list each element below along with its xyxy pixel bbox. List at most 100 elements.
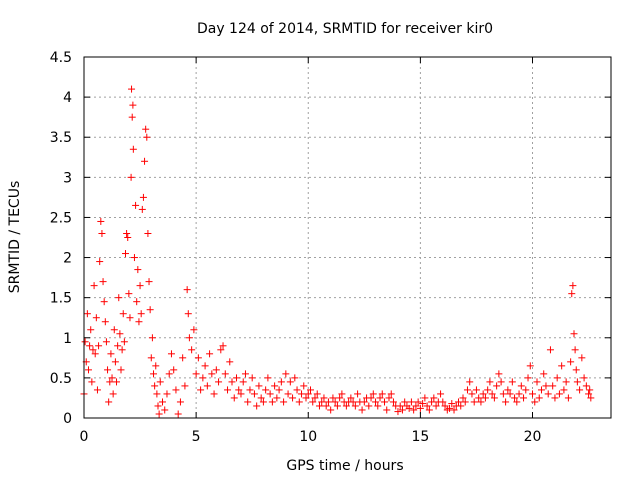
data-point bbox=[461, 398, 469, 406]
data-point bbox=[206, 350, 214, 358]
data-point bbox=[508, 378, 516, 386]
data-point bbox=[529, 390, 537, 398]
data-point bbox=[580, 374, 588, 382]
data-point bbox=[262, 386, 270, 394]
data-point bbox=[412, 402, 420, 410]
x-tick-label: 5 bbox=[192, 429, 201, 445]
data-point bbox=[448, 400, 456, 408]
data-point bbox=[430, 394, 438, 402]
data-point bbox=[184, 310, 192, 318]
data-point bbox=[304, 390, 312, 398]
data-point bbox=[104, 366, 112, 374]
data-point bbox=[311, 394, 319, 402]
data-point bbox=[578, 354, 586, 362]
data-point bbox=[309, 398, 317, 406]
data-point bbox=[176, 398, 184, 406]
data-point bbox=[526, 362, 534, 370]
data-point bbox=[117, 366, 125, 374]
data-point bbox=[490, 394, 498, 402]
data-point bbox=[210, 390, 218, 398]
data-point bbox=[99, 278, 107, 286]
data-point bbox=[354, 390, 362, 398]
data-point bbox=[468, 390, 476, 398]
data-point bbox=[562, 378, 570, 386]
data-point bbox=[239, 378, 247, 386]
data-point bbox=[524, 374, 532, 382]
data-point bbox=[142, 125, 150, 133]
data-point bbox=[133, 298, 141, 306]
data-point bbox=[179, 354, 187, 362]
data-point bbox=[531, 398, 539, 406]
data-point bbox=[320, 394, 328, 402]
y-tick-label: 3.5 bbox=[50, 130, 72, 146]
data-point bbox=[228, 378, 236, 386]
data-point bbox=[100, 298, 108, 306]
data-point bbox=[113, 378, 121, 386]
data-point bbox=[349, 398, 357, 406]
data-point bbox=[369, 390, 377, 398]
data-point bbox=[248, 374, 256, 382]
data-point bbox=[156, 378, 164, 386]
data-point bbox=[502, 398, 510, 406]
data-point bbox=[289, 394, 297, 402]
data-point bbox=[91, 350, 99, 358]
data-point bbox=[542, 382, 550, 390]
data-point bbox=[115, 294, 123, 302]
data-point bbox=[555, 390, 563, 398]
data-point bbox=[358, 406, 366, 414]
data-point bbox=[253, 402, 261, 410]
data-point bbox=[110, 326, 118, 334]
data-point bbox=[378, 390, 386, 398]
data-point bbox=[484, 386, 492, 394]
data-point bbox=[327, 406, 335, 414]
data-point bbox=[504, 386, 512, 394]
data-point bbox=[522, 386, 530, 394]
data-point bbox=[194, 354, 202, 362]
data-point bbox=[410, 406, 418, 414]
data-point bbox=[347, 394, 355, 402]
data-point bbox=[241, 370, 249, 378]
data-point bbox=[506, 390, 514, 398]
data-point bbox=[123, 229, 131, 237]
data-point bbox=[224, 386, 232, 394]
data-point bbox=[338, 390, 346, 398]
data-point bbox=[96, 258, 104, 266]
y-tick-label: 0 bbox=[63, 411, 72, 427]
data-point bbox=[567, 358, 575, 366]
data-point bbox=[97, 217, 105, 225]
data-point bbox=[540, 370, 548, 378]
data-point bbox=[481, 394, 489, 402]
data-point bbox=[154, 402, 162, 410]
data-point bbox=[144, 229, 152, 237]
data-point bbox=[470, 398, 478, 406]
grid bbox=[84, 57, 611, 418]
data-point bbox=[472, 386, 480, 394]
data-point bbox=[212, 366, 220, 374]
data-point bbox=[255, 382, 263, 390]
data-point bbox=[138, 205, 146, 213]
data-point bbox=[125, 290, 133, 298]
data-point bbox=[571, 346, 579, 354]
data-point bbox=[315, 402, 323, 410]
data-point bbox=[367, 394, 375, 402]
y-tick-label: 1.5 bbox=[50, 291, 72, 307]
x-tick-label: 10 bbox=[299, 429, 317, 445]
data-point bbox=[192, 370, 200, 378]
data-point bbox=[394, 408, 402, 416]
plot-frame bbox=[83, 56, 612, 419]
data-point bbox=[475, 394, 483, 402]
data-point bbox=[84, 366, 92, 374]
data-point bbox=[385, 394, 393, 402]
data-point bbox=[183, 286, 191, 294]
data-point bbox=[217, 346, 225, 354]
y-tick-label: 3 bbox=[63, 170, 72, 186]
data-point bbox=[549, 382, 557, 390]
data-point bbox=[139, 193, 147, 201]
data-point bbox=[389, 398, 397, 406]
data-point bbox=[170, 366, 178, 374]
data-point bbox=[479, 390, 487, 398]
data-point bbox=[199, 374, 207, 382]
data-point bbox=[158, 398, 166, 406]
x-tick-label: 20 bbox=[524, 429, 542, 445]
data-point bbox=[264, 374, 272, 382]
